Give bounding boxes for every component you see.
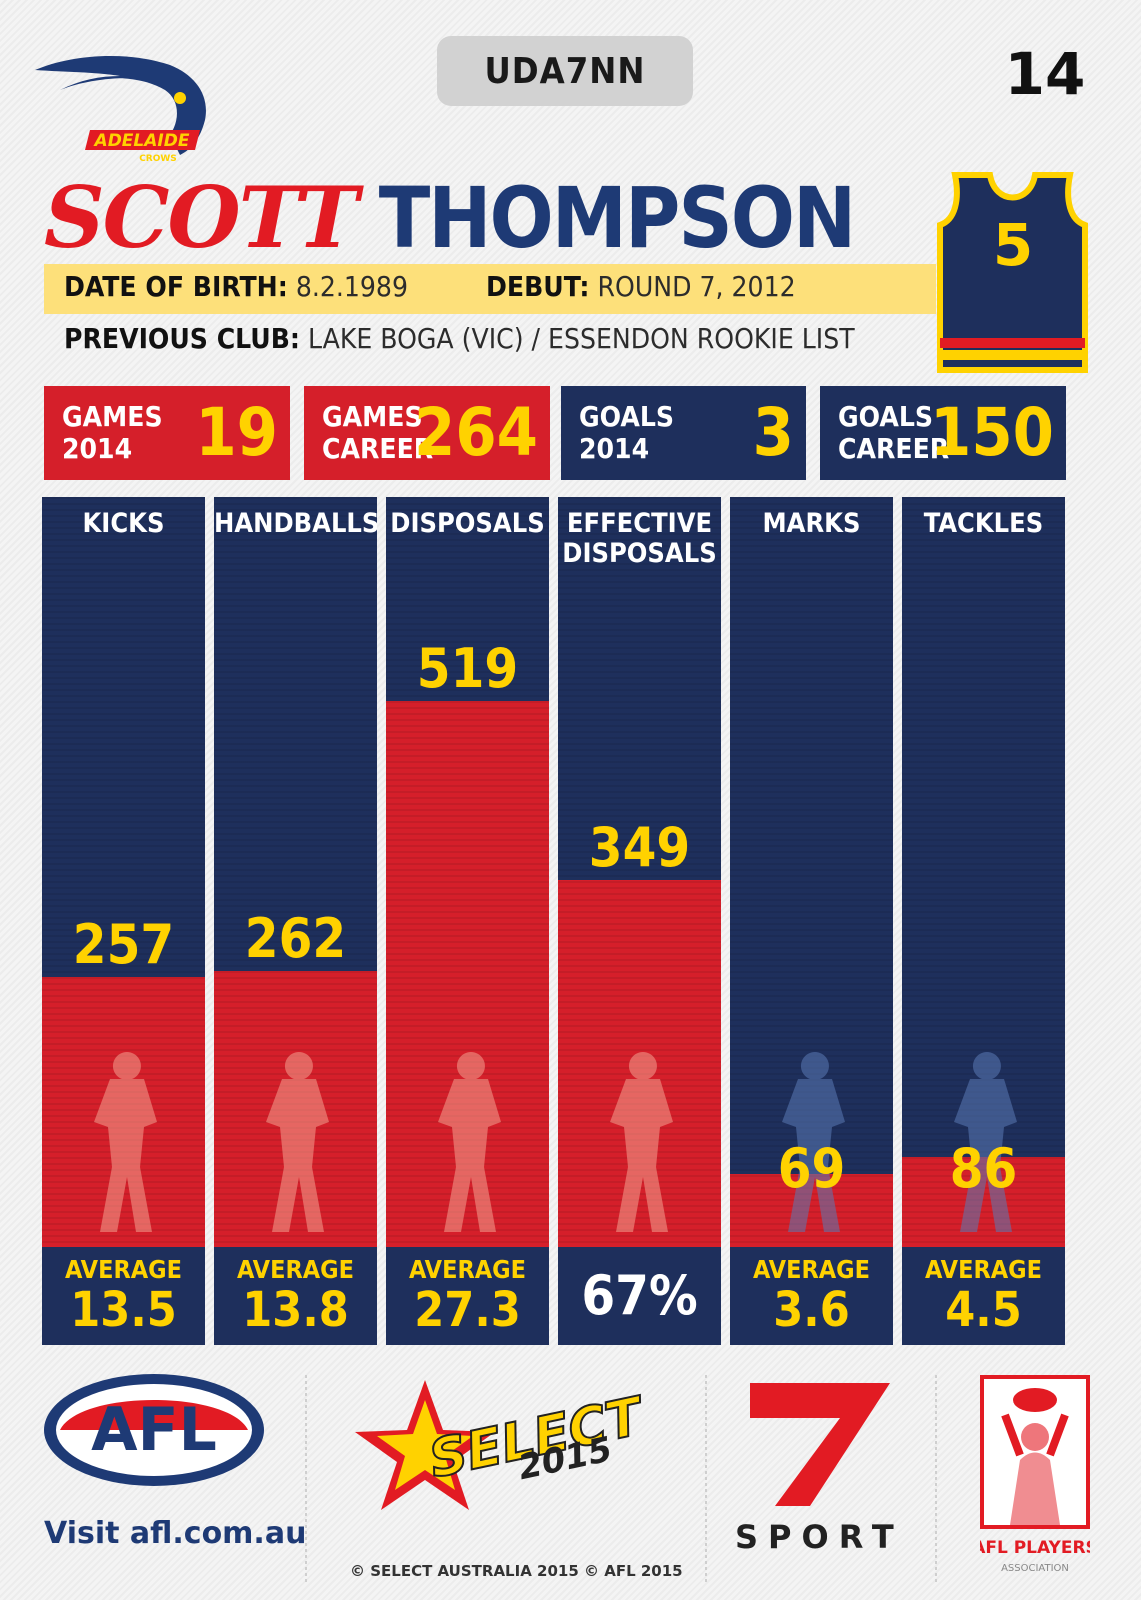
afl-players-logo: AFL PLAYERS ASSOCIATION: [980, 1375, 1090, 1574]
dob-label: DATE OF BIRTH:: [64, 270, 288, 303]
average-value: 13.8: [242, 1282, 349, 1338]
afl-logo-text: AFL: [91, 1395, 217, 1465]
jersey-number: 5: [993, 211, 1033, 279]
percentage-value: 67%: [581, 1264, 698, 1327]
player-silhouette-icon: [94, 1052, 157, 1232]
player-silhouette-icon: [954, 1052, 1017, 1232]
average-value: 27.3: [414, 1282, 521, 1338]
seven-logo-text: 7: [740, 1378, 741, 1379]
player-silhouette-icon: [782, 1052, 845, 1232]
debut-label: DEBUT:: [485, 270, 590, 303]
jersey-icon: 5: [937, 172, 1088, 373]
copyright: © SELECT AUSTRALIA 2015 © AFL 2015: [350, 1562, 683, 1580]
card-number: 14: [1004, 40, 1086, 108]
afl-logo: AFL: [44, 1374, 264, 1486]
stat-column-footer: AVERAGE 13.5: [42, 1247, 205, 1345]
visit-url[interactable]: afl.com.au: [129, 1516, 307, 1551]
afl-players-subtext: ASSOCIATION: [1001, 1563, 1069, 1574]
summary-stat-label: GOALS 2014: [579, 400, 675, 465]
stat-column-title: TACKLES: [923, 508, 1044, 539]
stat-column-footer: AVERAGE 27.3: [386, 1247, 549, 1345]
stat-column: KICKS 257 AVERAGE 13.5: [42, 497, 205, 1345]
summary-stat-label: GAMES CAREER: [322, 400, 434, 465]
summary-stat-label: GAMES 2014: [62, 400, 163, 465]
prev-club-row: PREVIOUS CLUB: LAKE BOGA (VIC) / ESSENDO…: [64, 322, 855, 355]
first-name: SCOTT: [44, 168, 359, 267]
player-silhouette-icon: [610, 1052, 673, 1232]
summary-stat-box: GAMES CAREER 264: [304, 386, 550, 480]
summary-stat-label: GOALS CAREER: [838, 400, 950, 465]
stat-bar-value: 69: [777, 1137, 846, 1200]
player-info: DATE OF BIRTH: 8.2.1989 DEBUT: ROUND 7, …: [44, 264, 936, 374]
summary-stat-value: 19: [195, 394, 278, 471]
info-highlight: [44, 264, 936, 314]
adelaide-crows-logo: ADELAIDE CROWS: [35, 55, 206, 164]
stat-column: EFFECTIVE DISPOSALS 349 67%: [558, 497, 721, 1345]
player-silhouette-icon: [438, 1052, 501, 1232]
afl-players-text: AFL PLAYERS: [980, 1538, 1090, 1558]
average-label: AVERAGE: [408, 1255, 527, 1284]
stat-column-title: HANDBALLS: [214, 508, 377, 539]
logo-subtext: CROWS: [139, 154, 177, 164]
seven-logo: 7: [740, 1378, 890, 1506]
select-logo: SELECT 2015: [355, 1380, 645, 1510]
summary-stat-value: 264: [414, 394, 538, 471]
logo-text: ADELAIDE: [93, 131, 190, 151]
stat-column-footer: AVERAGE 13.8: [214, 1247, 377, 1345]
prev-club-label: PREVIOUS CLUB:: [64, 322, 300, 355]
stat-bar: [386, 701, 549, 1345]
stat-column: MARKS 69 AVERAGE 3.6: [730, 497, 893, 1345]
average-value: 4.5: [945, 1282, 1022, 1338]
average-label: AVERAGE: [752, 1255, 871, 1284]
debut-value: ROUND 7, 2012: [597, 270, 796, 303]
footer-divider: [705, 1372, 707, 1582]
summary-stat-box: GOALS 2014 3: [561, 386, 806, 480]
footer-divider: [305, 1372, 307, 1582]
dob-debut-row: DATE OF BIRTH: 8.2.1989 DEBUT: ROUND 7, …: [64, 270, 796, 303]
average-label: AVERAGE: [236, 1255, 355, 1284]
prev-club-value: LAKE BOGA (VIC) / ESSENDON ROOKIE LIST: [307, 322, 855, 355]
average-value: 3.6: [773, 1282, 850, 1338]
summary-stat-box: GOALS CAREER 150: [820, 386, 1066, 480]
average-label: AVERAGE: [64, 1255, 183, 1284]
stat-column-footer: 67%: [558, 1247, 721, 1345]
visit-text: Visit afl.com.au: [44, 1516, 306, 1551]
summary-stat-value: 3: [752, 394, 794, 471]
stat-column: HANDBALLS 262 AVERAGE 13.8: [214, 497, 377, 1345]
average-label: AVERAGE: [924, 1255, 1043, 1284]
dob-value: 8.2.1989: [295, 270, 408, 303]
stat-column-title: KICKS: [82, 508, 165, 539]
stat-bar-value: 262: [244, 907, 347, 970]
stat-bar-value: 257: [72, 913, 175, 976]
average-value: 13.5: [70, 1282, 177, 1338]
stat-column-footer: AVERAGE 4.5: [902, 1247, 1065, 1345]
stat-bar-value: 519: [416, 637, 519, 700]
stat-column: TACKLES 86 AVERAGE 4.5: [902, 497, 1065, 1345]
stat-bar-value: 349: [588, 816, 691, 879]
player-silhouette-icon: [266, 1052, 329, 1232]
summary-stat-box: GAMES 2014 19: [44, 386, 290, 480]
stat-column-footer: AVERAGE 3.6: [730, 1247, 893, 1345]
stat-column-title: DISPOSALS: [390, 508, 545, 539]
sport-text: SPORT: [735, 1518, 904, 1556]
footer-divider: [935, 1372, 937, 1582]
card-code: UDA7NN: [437, 36, 693, 106]
stat-column: DISPOSALS 519 AVERAGE 27.3: [386, 497, 549, 1345]
visit-prefix: Visit: [44, 1516, 130, 1551]
stat-column-title: EFFECTIVE DISPOSALS: [562, 508, 717, 569]
stat-column-title: MARKS: [762, 508, 861, 539]
stat-bar-value: 86: [949, 1137, 1018, 1200]
summary-stat-value: 150: [930, 394, 1054, 471]
last-name: THOMPSON: [378, 169, 857, 267]
player-name: SCOTT THOMPSON: [44, 168, 857, 267]
